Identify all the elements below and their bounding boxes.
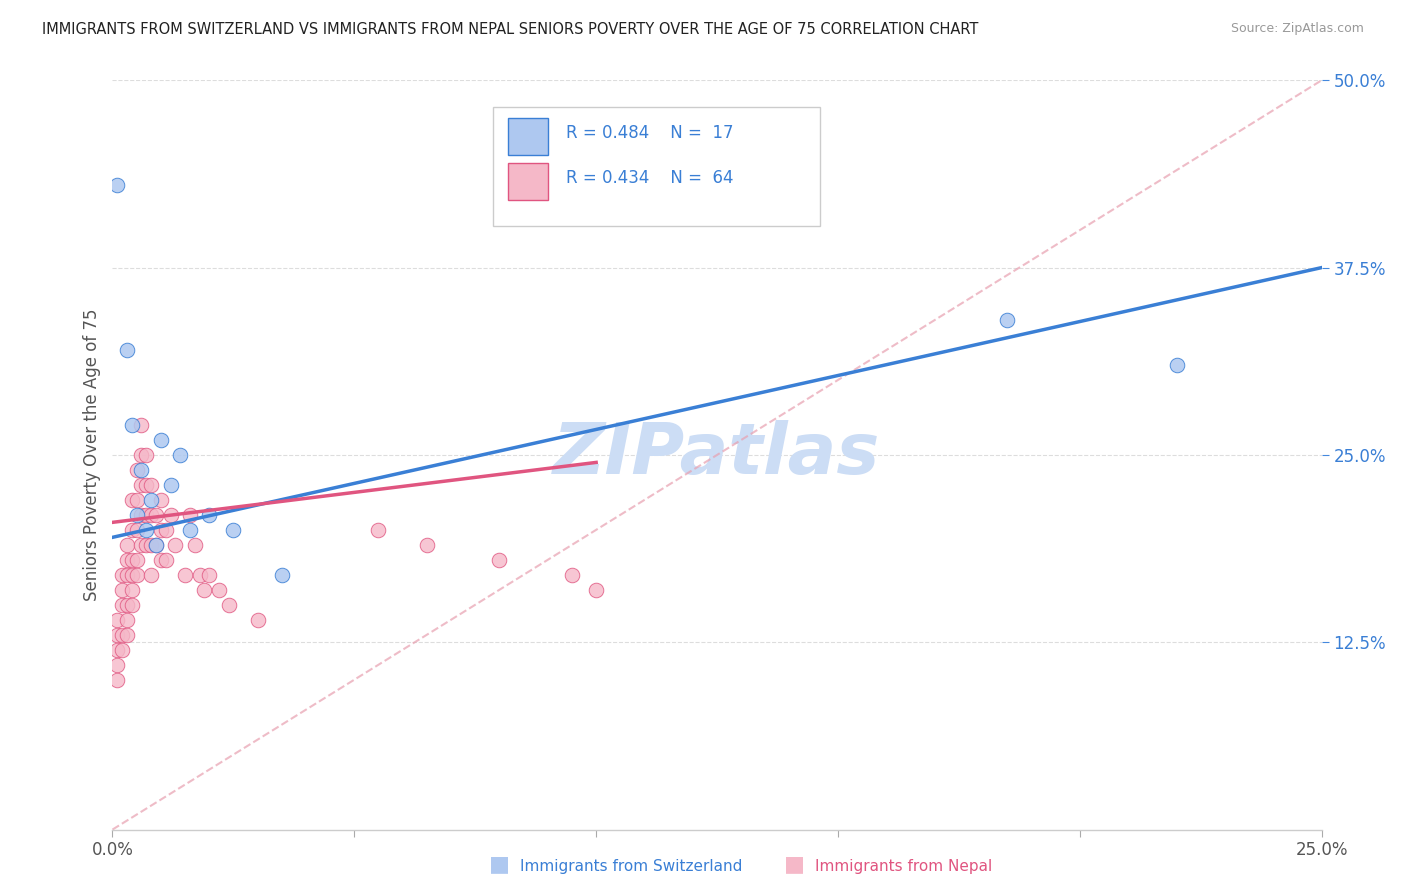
Point: [218, 598, 240, 612]
Text: R = 0.434    N =  64: R = 0.434 N = 64: [565, 169, 734, 186]
Point: [135, 523, 157, 537]
Point: [115, 567, 138, 582]
Text: Source: ZipAtlas.com: Source: ZipAtlas.com: [1230, 22, 1364, 36]
Point: [179, 508, 201, 522]
Point: [145, 508, 167, 522]
Point: [121, 553, 143, 567]
Point: [141, 567, 163, 582]
Point: [121, 598, 143, 612]
Point: [561, 567, 583, 582]
Point: [115, 628, 138, 642]
Point: [141, 538, 163, 552]
Point: [995, 313, 1018, 327]
Point: [198, 508, 221, 522]
Point: [125, 492, 148, 507]
Point: [135, 508, 157, 522]
Y-axis label: Seniors Poverty Over the Age of 75: Seniors Poverty Over the Age of 75: [83, 309, 101, 601]
Point: [183, 538, 205, 552]
Point: [222, 523, 245, 537]
Point: [416, 538, 439, 552]
Point: [141, 508, 163, 522]
Point: [179, 523, 201, 537]
Point: [169, 448, 191, 462]
Point: [149, 523, 172, 537]
Point: [198, 567, 221, 582]
Point: [367, 523, 389, 537]
Point: [125, 463, 148, 477]
Point: [111, 628, 134, 642]
Point: [111, 582, 134, 597]
FancyBboxPatch shape: [494, 106, 820, 227]
Point: [121, 582, 143, 597]
Point: [111, 598, 134, 612]
Point: [115, 343, 138, 357]
Point: [145, 538, 167, 552]
Text: Immigrants from Switzerland: Immigrants from Switzerland: [520, 859, 742, 874]
Point: [125, 567, 148, 582]
Point: [149, 492, 172, 507]
Text: IMMIGRANTS FROM SWITZERLAND VS IMMIGRANTS FROM NEPAL SENIORS POVERTY OVER THE AG: IMMIGRANTS FROM SWITZERLAND VS IMMIGRANT…: [42, 22, 979, 37]
Point: [125, 523, 148, 537]
Point: [111, 642, 134, 657]
Point: [585, 582, 607, 597]
Point: [149, 553, 172, 567]
Point: [208, 582, 231, 597]
Point: [135, 478, 157, 492]
Point: [105, 657, 128, 672]
Point: [131, 463, 153, 477]
Point: [105, 673, 128, 687]
Point: [125, 508, 148, 522]
Point: [270, 567, 292, 582]
Point: [111, 567, 134, 582]
Point: [155, 553, 177, 567]
Point: [1166, 358, 1188, 372]
Point: [121, 567, 143, 582]
Point: [115, 538, 138, 552]
Point: [149, 433, 172, 447]
Point: [131, 478, 153, 492]
Point: [246, 613, 269, 627]
Point: [121, 523, 143, 537]
Point: [141, 492, 163, 507]
Point: [135, 538, 157, 552]
Point: [115, 553, 138, 567]
Point: [159, 478, 181, 492]
Point: [174, 567, 197, 582]
Bar: [508, 162, 548, 200]
Point: [141, 478, 163, 492]
Text: ZIPatlas: ZIPatlas: [554, 420, 880, 490]
Text: ■: ■: [489, 855, 509, 874]
Point: [145, 538, 167, 552]
Point: [121, 417, 143, 432]
Point: [135, 448, 157, 462]
Point: [131, 508, 153, 522]
Point: [105, 628, 128, 642]
Point: [131, 417, 153, 432]
Point: [105, 178, 128, 193]
Point: [125, 553, 148, 567]
Point: [115, 598, 138, 612]
Point: [165, 538, 187, 552]
Point: [105, 642, 128, 657]
Point: [188, 567, 211, 582]
Point: [121, 492, 143, 507]
Point: [115, 613, 138, 627]
Text: R = 0.484    N =  17: R = 0.484 N = 17: [565, 124, 734, 142]
Point: [159, 508, 181, 522]
Point: [131, 448, 153, 462]
Text: ■: ■: [785, 855, 804, 874]
Point: [155, 523, 177, 537]
Text: Immigrants from Nepal: Immigrants from Nepal: [815, 859, 993, 874]
Point: [488, 553, 510, 567]
Point: [105, 613, 128, 627]
Bar: [508, 118, 548, 155]
Point: [193, 582, 215, 597]
Point: [131, 538, 153, 552]
